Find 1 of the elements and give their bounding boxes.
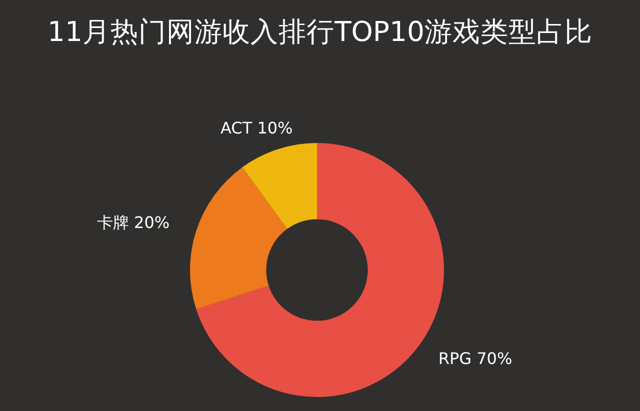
title: 11月热门网游收入排行TOP10游戏类型占比 (48, 16, 592, 48)
